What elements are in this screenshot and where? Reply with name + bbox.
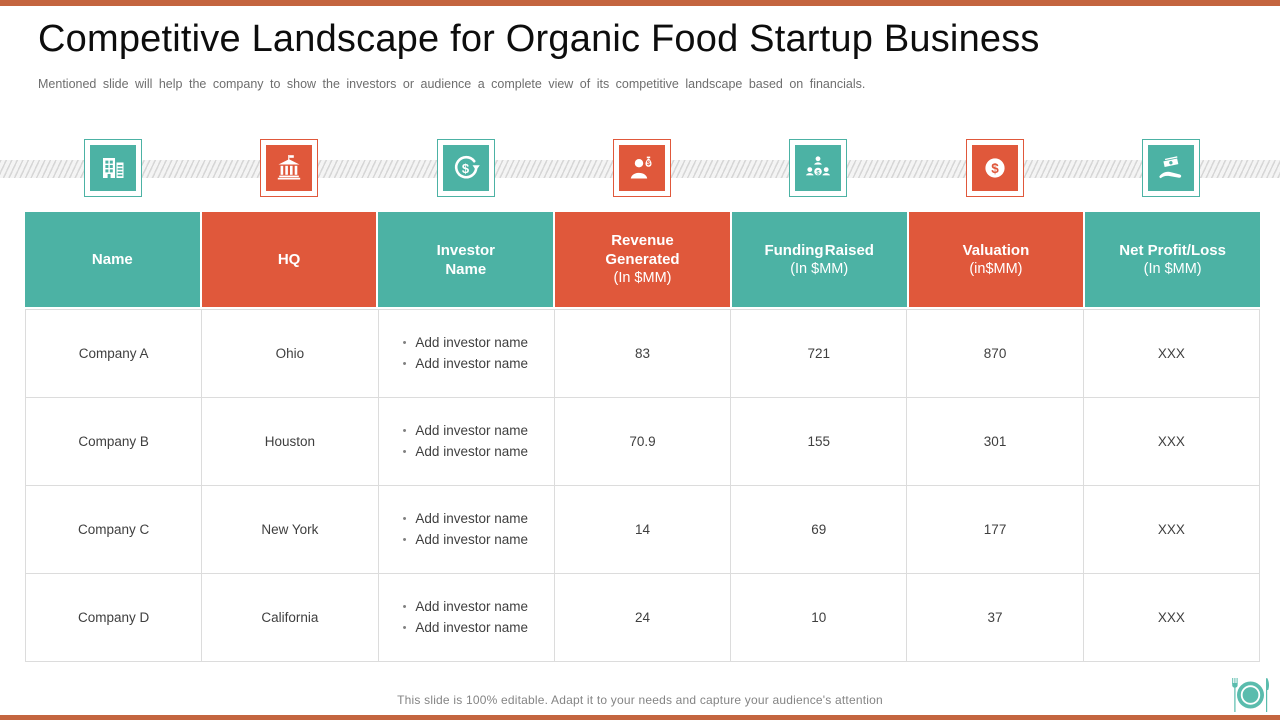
investor-item: Add investor name [403,442,528,463]
dollar-coin-icon: $ [966,139,1024,197]
table-body: Company A Ohio Add investor name Add inv… [25,309,1260,662]
cell-net-profit: XXX [1083,574,1259,661]
bottom-accent-bar [0,715,1280,720]
header-valuation: Valuation (in$MM) [908,212,1084,307]
slide-subtitle: Mentioned slide will help the company to… [38,77,866,91]
bank-building-icon [260,139,318,197]
investor-item: Add investor name [403,597,528,618]
cell-funding: 69 [731,486,907,573]
investor-item: Add investor name [403,354,528,375]
office-buildings-icon [84,139,142,197]
svg-text:$: $ [991,161,999,176]
cell-company-name: Company A [26,310,202,397]
svg-text:$: $ [816,170,820,176]
funding-team-icon: $ [789,139,847,197]
cash-in-hand-icon [1142,139,1200,197]
top-accent-bar [0,0,1280,6]
header-revenue-generated: Revenue Generated (In $MM) [555,212,730,307]
cell-net-profit: XXX [1083,486,1259,573]
cell-valuation: 177 [907,486,1083,573]
cell-funding: 155 [731,398,907,485]
investor-item: Add investor name [403,421,528,442]
plate-fork-knife-icon [1232,678,1270,712]
cell-valuation: 37 [907,574,1083,661]
cell-hq: Houston [202,398,378,485]
editable-note: This slide is 100% editable. Adapt it to… [397,693,883,707]
investor-item: Add investor name [403,509,528,530]
cell-hq: New York [202,486,378,573]
investor-item: Add investor name [403,333,528,354]
cell-revenue: 70.9 [554,398,731,485]
cell-company-name: Company D [26,574,202,661]
cell-investors: Add investor name Add investor name [378,310,554,397]
investor-item: Add investor name [403,618,528,639]
svg-text:$: $ [647,160,651,167]
svg-text:$: $ [462,161,470,176]
cell-hq: Ohio [202,310,378,397]
page-title: Competitive Landscape for Organic Food S… [38,18,1040,60]
cell-revenue: 83 [554,310,731,397]
header-name: Name [25,212,200,307]
header-net-profit-loss: Net Profit/Loss (In $MM) [1085,212,1260,307]
cell-investors: Add investor name Add investor name [378,574,554,661]
table-header-row: Name HQ Investor Name Revenue Generated(… [25,212,1260,307]
cell-funding: 10 [731,574,907,661]
cell-net-profit: XXX [1083,398,1259,485]
competitive-landscape-table: Name HQ Investor Name Revenue Generated(… [25,212,1260,662]
cell-revenue: 24 [554,574,731,661]
header-investor-name: Investor Name [378,212,554,307]
cell-investors: Add investor name Add investor name [378,486,554,573]
cell-investors: Add investor name Add investor name [378,398,554,485]
cell-net-profit: XXX [1083,310,1259,397]
cell-company-name: Company B [26,398,202,485]
investor-money-bag-icon: $ [613,139,671,197]
cell-company-name: Company C [26,486,202,573]
cell-hq: California [202,574,378,661]
investor-item: Add investor name [403,530,528,551]
header-hq: HQ [201,212,377,307]
cell-valuation: 301 [907,398,1083,485]
cell-valuation: 870 [907,310,1083,397]
revenue-cycle-icon: $ [437,139,495,197]
header-funding-raised: Funding Raised (In $MM) [731,212,907,307]
cell-revenue: 14 [554,486,731,573]
cell-funding: 721 [731,310,907,397]
